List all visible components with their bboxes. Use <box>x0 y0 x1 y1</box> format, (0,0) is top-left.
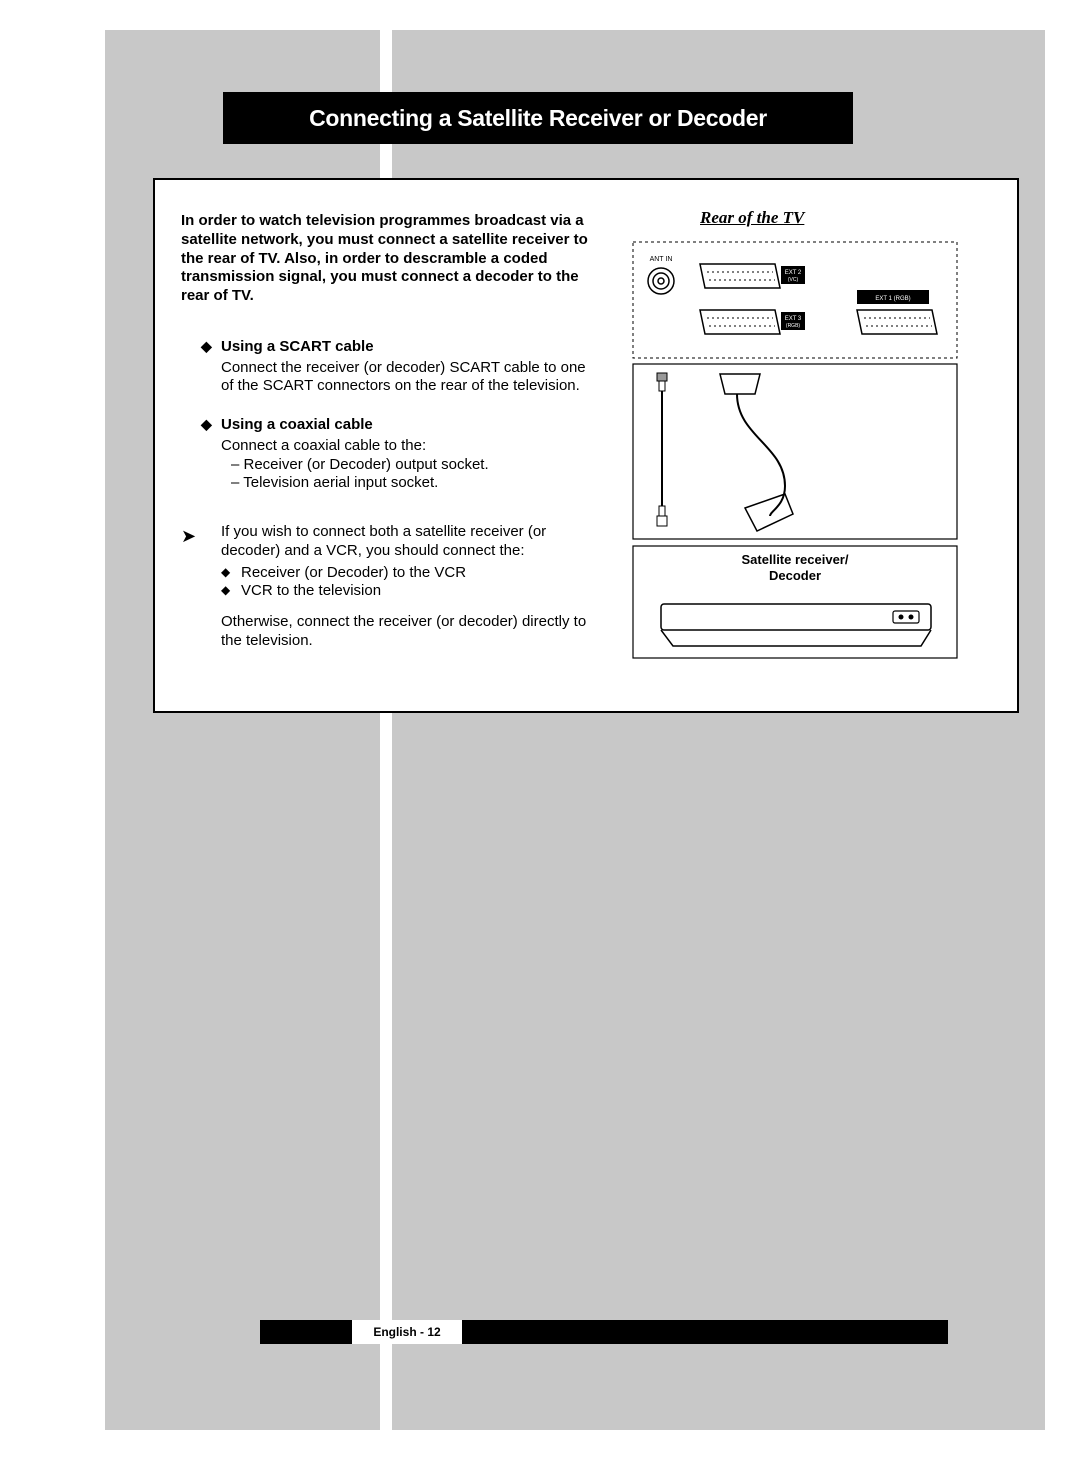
note-line: Otherwise, connect the receiver (or deco… <box>221 613 601 651</box>
instruction-list: Using a SCART cable Connect the receiver… <box>201 338 601 493</box>
scart-ext2 <box>700 264 780 288</box>
bullet-coax-head: Using a coaxial cable <box>201 416 601 435</box>
decorative-gap <box>380 713 392 1320</box>
page-title-band: Connecting a Satellite Receiver or Decod… <box>223 92 853 144</box>
intro-paragraph: In order to watch television programmes … <box>181 212 601 306</box>
coax-dash: – Receiver (or Decoder) output socket. <box>221 456 601 475</box>
bullet-scart-body: Connect the receiver (or decoder) SCART … <box>201 359 601 397</box>
note-line: If you wish to connect both a satellite … <box>221 523 601 561</box>
footer-page-label: English - 12 <box>352 1320 462 1344</box>
ant-in-label: ANT IN <box>650 256 673 263</box>
decorative-gap <box>380 144 392 180</box>
bullet-coax-body: Connect a coaxial cable to the: – Receiv… <box>201 437 601 493</box>
device-label-1: Satellite receiver/ <box>742 552 849 567</box>
page-title: Connecting a Satellite Receiver or Decod… <box>309 105 767 132</box>
bullet-scart-head: Using a SCART cable <box>201 338 601 357</box>
footer-text: English - 12 <box>373 1325 440 1339</box>
text-column: In order to watch television programmes … <box>181 212 601 651</box>
note-sub: Receiver (or Decoder) to the VCR <box>221 564 601 583</box>
note-arrow-icon: ➤ <box>181 525 196 548</box>
note-sub: VCR to the television <box>221 582 601 601</box>
diagram-column: Rear of the TV ANT IN EXT 2 (VC) <box>625 208 980 671</box>
coax-dash: – Television aerial input socket. <box>221 474 601 493</box>
note-block: ➤ If you wish to connect both a satellit… <box>181 523 601 651</box>
device-label-2: Decoder <box>769 568 821 583</box>
ext3-label: EXT 3 <box>785 316 802 322</box>
scart-ext3 <box>700 310 780 334</box>
ext2-label: EXT 2 <box>785 270 802 276</box>
scart-cable <box>720 374 793 531</box>
scart-ext1 <box>857 310 937 334</box>
coax-cable <box>657 373 667 526</box>
rear-tv-diagram: ANT IN EXT 2 (VC) EXT 1 (RGB) <box>625 236 965 666</box>
ext3-sub: (RGB) <box>786 323 801 329</box>
content-panel: In order to watch television programmes … <box>153 178 1019 713</box>
coax-line: Connect a coaxial cable to the: <box>221 437 601 456</box>
ext2-sub: (VC) <box>788 277 799 283</box>
decorative-gap <box>380 30 392 92</box>
page-background: Connecting a Satellite Receiver or Decod… <box>105 30 1045 1430</box>
diagram-title: Rear of the TV <box>700 208 980 228</box>
decorative-gap <box>380 1344 392 1430</box>
ext1-label: EXT 1 (RGB) <box>875 296 910 302</box>
